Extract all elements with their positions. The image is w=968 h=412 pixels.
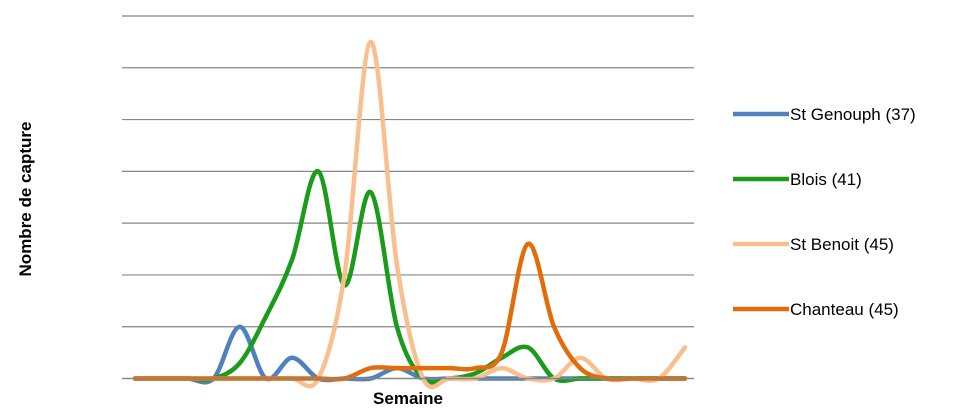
legend-label-1: St Genouph (37) — [790, 105, 916, 124]
series-line-2 — [132, 169, 688, 385]
x-axis-title: Semaine — [373, 389, 443, 408]
legend-label-4: Chanteau (45) — [790, 300, 899, 319]
y-axis-title: Nombre de capture — [16, 122, 35, 277]
series-line-3 — [132, 39, 688, 390]
legend: St Genouph (37) Blois (41) St Benoit (45) C… — [733, 105, 916, 319]
legend-label-2: Blois (41) — [790, 170, 862, 189]
gridlines — [122, 15, 694, 328]
legend-label-3: St Benoit (45) — [790, 235, 894, 254]
series-lines — [132, 39, 688, 390]
